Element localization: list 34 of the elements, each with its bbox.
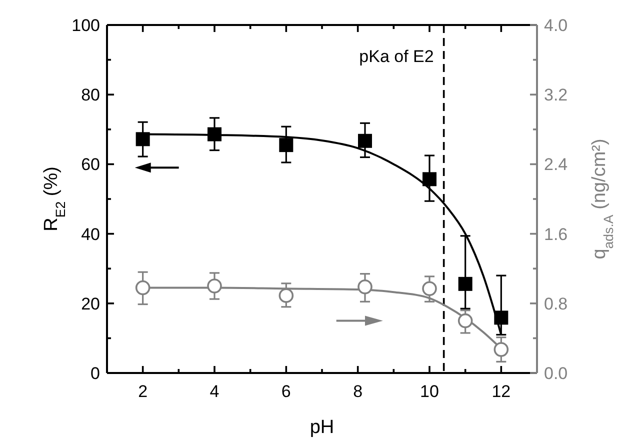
point [358, 134, 372, 148]
point [135, 280, 150, 296]
x-tick-label: 10 [420, 382, 439, 401]
y-tick-label: 60 [81, 155, 100, 174]
point [278, 288, 294, 303]
y-tick-label: 80 [81, 86, 100, 105]
point [458, 276, 472, 291]
x-axis-title: pH [310, 417, 334, 438]
point [494, 310, 508, 325]
point [207, 278, 222, 294]
point [279, 138, 294, 152]
y2-tick-label: 4.0 [544, 16, 568, 35]
y-tick-label: 40 [81, 224, 100, 244]
y2-tick-label: 3.2 [544, 86, 568, 105]
point [358, 279, 372, 294]
ref-line-label: pKa of E2 [359, 47, 434, 66]
x-tick-label: 2 [138, 382, 148, 401]
point [136, 132, 150, 146]
point [422, 172, 436, 186]
point [458, 313, 473, 328]
y2-tick-label: 0.0 [544, 364, 568, 383]
y2-tick-label: 2.4 [544, 155, 568, 174]
point [494, 342, 509, 357]
point [208, 127, 222, 142]
x-tick-label: 12 [492, 382, 511, 401]
y-tick-label: 0 [90, 364, 100, 383]
point [422, 281, 437, 296]
y2-tick-label: 1.6 [544, 224, 568, 244]
y-tick-label: 100 [72, 16, 100, 35]
y-tick-label: 20 [81, 294, 100, 314]
x-tick-label: 8 [353, 382, 363, 401]
x-tick-label: 4 [210, 382, 220, 401]
y2-tick-label: 0.8 [544, 294, 568, 314]
x-tick-label: 6 [281, 382, 291, 401]
